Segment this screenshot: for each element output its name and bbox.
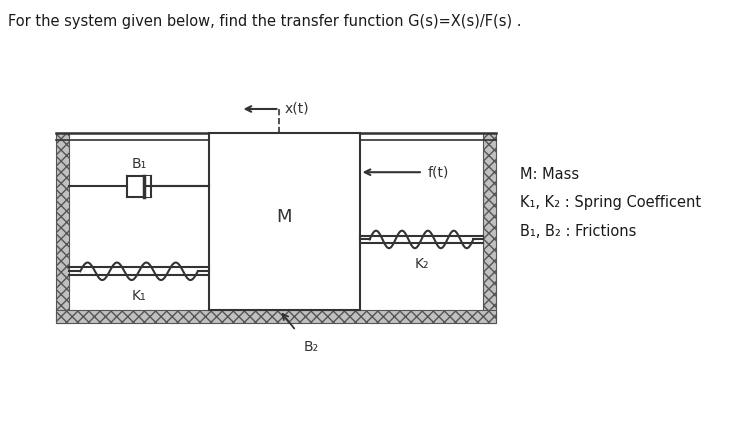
Bar [209, 133, 359, 310]
Text: B₁, B₂ : Frictions: B₁, B₂ : Frictions [520, 224, 637, 239]
Bar [56, 133, 69, 323]
Bar [56, 310, 496, 323]
Text: B₁: B₁ [131, 157, 147, 171]
Text: K₂: K₂ [414, 257, 428, 271]
Text: M: Mass: M: Mass [520, 167, 579, 182]
Text: B₂: B₂ [304, 340, 319, 354]
Text: x(t): x(t) [285, 102, 309, 116]
Text: M: M [276, 208, 292, 226]
Text: K₁: K₁ [132, 289, 146, 303]
Bar [144, 176, 150, 197]
Text: f(t): f(t) [428, 165, 449, 179]
Bar [483, 133, 496, 323]
Text: For the system given below, find the transfer function G(s)=X(s)/F(s) .: For the system given below, find the tra… [7, 14, 521, 29]
Text: K₁, K₂ : Spring Coefficent: K₁, K₂ : Spring Coefficent [520, 195, 701, 210]
